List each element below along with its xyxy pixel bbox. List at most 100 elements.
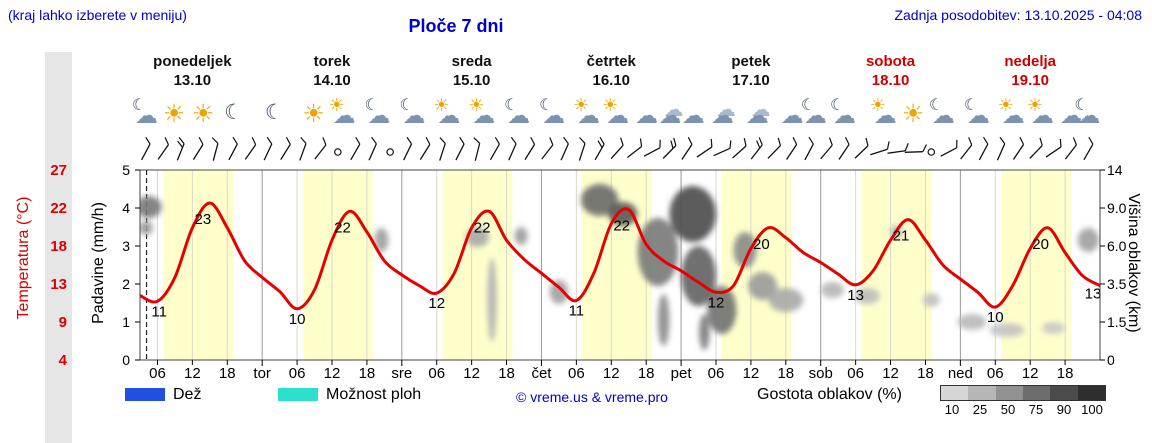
wind-barb bbox=[820, 137, 833, 160]
wind-barb bbox=[439, 137, 446, 161]
wind-barb bbox=[713, 140, 732, 157]
wind-barb bbox=[211, 137, 219, 161]
svg-text:18: 18 bbox=[777, 365, 794, 382]
copyright-link[interactable]: © vreme.us & vreme.pro bbox=[516, 389, 668, 405]
rain-legend-swatch bbox=[125, 388, 165, 401]
day-label-ponedeljek: ponedeljek 13.10 bbox=[153, 53, 232, 89]
day-label-nedelja: nedelja 19.10 bbox=[1004, 53, 1057, 89]
moon-cloud-icon: ☾ ☁ bbox=[131, 95, 158, 129]
wind-barb bbox=[157, 137, 170, 160]
temperature-curve bbox=[140, 201, 1100, 311]
showers-legend-swatch bbox=[278, 388, 318, 401]
wind-barb bbox=[263, 136, 273, 161]
sun-icon: ☀ bbox=[302, 99, 325, 128]
svg-text:13: 13 bbox=[50, 276, 67, 293]
svg-text:22: 22 bbox=[50, 200, 67, 217]
svg-text:13: 13 bbox=[847, 287, 864, 304]
svg-text:10: 10 bbox=[987, 309, 1004, 326]
moon-cloud-icon: ☾ ☁ bbox=[1074, 95, 1101, 129]
sun-icon: ☀ bbox=[162, 99, 186, 128]
wind-barb bbox=[838, 137, 850, 160]
wind-barb bbox=[750, 137, 763, 160]
svg-text:22: 22 bbox=[334, 219, 351, 236]
wind-barb bbox=[280, 136, 291, 160]
last-update: Zadnja posodobitev: 13.10.2025 - 04:08 bbox=[894, 7, 1142, 23]
sun-icon: ☀ bbox=[192, 99, 215, 128]
cloud-density-ticks: 10 25 50 75 90 100 bbox=[938, 402, 1106, 417]
wind-barb bbox=[767, 137, 782, 159]
svg-text:23: 23 bbox=[194, 211, 211, 228]
wind-barb bbox=[1083, 136, 1094, 161]
svg-text:0: 0 bbox=[122, 352, 130, 368]
daylight-band bbox=[302, 170, 373, 360]
wind-barb bbox=[473, 137, 481, 161]
day-label-četrtek: četrtek 16.10 bbox=[586, 53, 636, 89]
wind-barb bbox=[662, 137, 677, 159]
wind-barb bbox=[940, 139, 958, 157]
day-label-sreda: sreda 15.10 bbox=[451, 53, 492, 89]
svg-text:20: 20 bbox=[1032, 236, 1049, 253]
svg-text:3: 3 bbox=[122, 238, 130, 254]
sun-cloud-icon: ☀ ☁ bbox=[433, 95, 461, 129]
svg-text:18: 18 bbox=[359, 365, 376, 382]
rain-legend-label: Dež bbox=[173, 386, 202, 403]
svg-text:06: 06 bbox=[289, 365, 306, 382]
wind-barb bbox=[455, 136, 465, 161]
svg-text:ned: ned bbox=[948, 365, 973, 382]
wind-barb bbox=[1045, 138, 1062, 158]
wind-barb bbox=[386, 148, 395, 156]
svg-text:12: 12 bbox=[708, 294, 725, 311]
svg-text:06: 06 bbox=[428, 365, 445, 382]
svg-text:12: 12 bbox=[882, 365, 899, 382]
density-tick-label: 75 bbox=[1028, 402, 1044, 417]
sun-cloud-icon: ☀ ☁ bbox=[997, 95, 1025, 129]
svg-text:18: 18 bbox=[219, 365, 236, 382]
svg-text:22: 22 bbox=[613, 218, 630, 235]
svg-text:1: 1 bbox=[122, 314, 130, 330]
wind-barb bbox=[978, 136, 989, 161]
moon-cloud-icon: ☾ ☁ bbox=[364, 95, 391, 129]
sun-cloud-icon: ☀ ☁ bbox=[468, 95, 496, 129]
density-cell-90 bbox=[1050, 386, 1078, 400]
svg-text:18: 18 bbox=[50, 238, 67, 255]
svg-text:11: 11 bbox=[151, 303, 167, 320]
moon-icon: ☾ bbox=[224, 100, 243, 124]
day-label-torek: torek 14.10 bbox=[313, 53, 351, 89]
svg-text:9.0: 9.0 bbox=[1107, 200, 1127, 216]
moon-icon: ☾ bbox=[264, 100, 284, 124]
svg-text:10: 10 bbox=[289, 311, 306, 328]
wind-barb bbox=[927, 148, 936, 156]
wind-barb bbox=[854, 137, 869, 159]
svg-text:06: 06 bbox=[149, 365, 166, 382]
wind-barb bbox=[610, 137, 624, 160]
wind-barb bbox=[419, 136, 431, 160]
wind-barb bbox=[350, 136, 361, 161]
moon-cloud-icon: ☾ ☁ bbox=[800, 95, 827, 129]
wind-barb bbox=[176, 136, 185, 161]
wind-barb bbox=[314, 137, 327, 160]
svg-text:21: 21 bbox=[893, 228, 910, 245]
svg-text:12: 12 bbox=[1022, 365, 1039, 382]
svg-text:12: 12 bbox=[428, 295, 445, 312]
wind-barb bbox=[643, 139, 661, 157]
wind-barb bbox=[244, 137, 257, 160]
wind-barb bbox=[1029, 137, 1043, 159]
wind-barb bbox=[368, 136, 377, 161]
svg-text:3.5: 3.5 bbox=[1107, 276, 1127, 292]
svg-text:2: 2 bbox=[122, 276, 130, 292]
svg-text:11: 11 bbox=[569, 303, 585, 320]
svg-text:18: 18 bbox=[917, 365, 934, 382]
moon-cloud-icon: ☾ ☁ bbox=[830, 95, 856, 129]
density-tick-label: 90 bbox=[1056, 402, 1072, 417]
svg-text:5: 5 bbox=[122, 162, 130, 178]
wind-barb bbox=[696, 138, 713, 158]
moon-cloud-icon: ☾ ☁ bbox=[399, 95, 426, 129]
moon-cloud-icon: ☾ ☁ bbox=[963, 95, 990, 129]
wind-barb bbox=[578, 137, 586, 161]
svg-text:13: 13 bbox=[1085, 286, 1102, 303]
wind-barb bbox=[403, 136, 413, 161]
density-tick-label: 100 bbox=[1081, 402, 1103, 417]
wind-barb bbox=[594, 136, 605, 161]
wind-barb bbox=[541, 137, 554, 160]
